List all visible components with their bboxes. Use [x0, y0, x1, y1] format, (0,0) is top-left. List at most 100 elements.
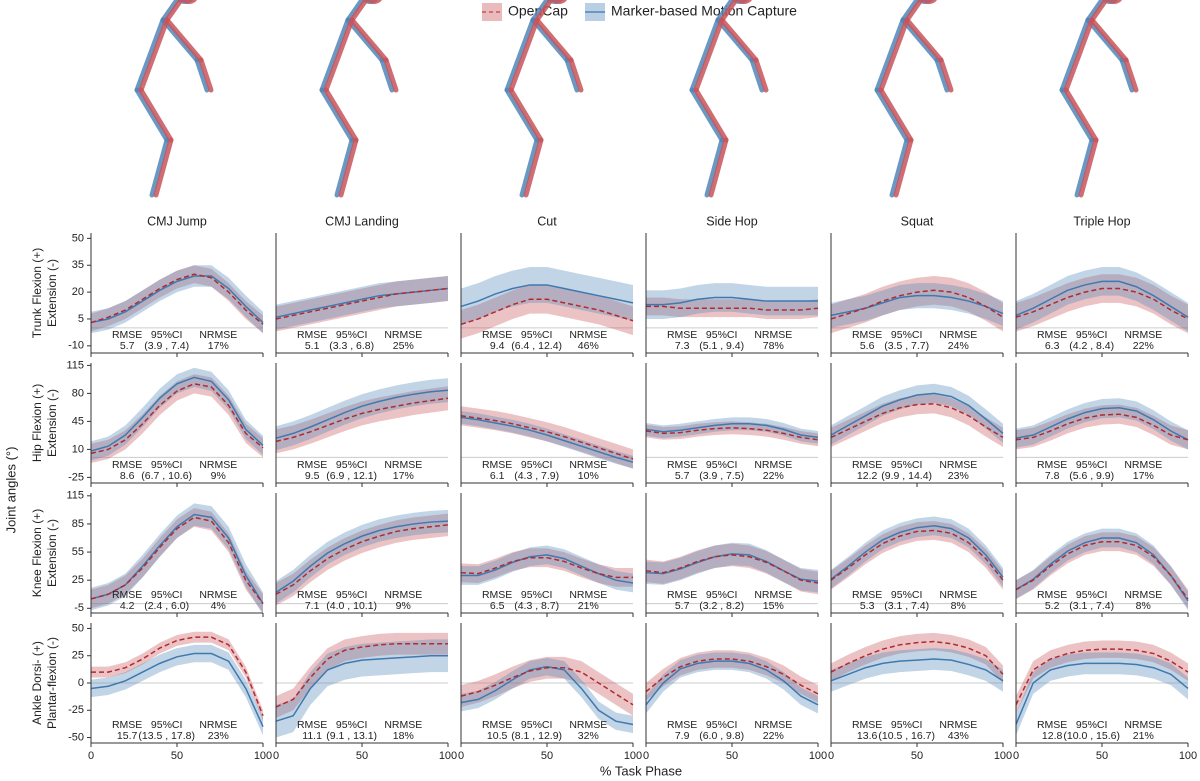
mean-line: [645, 660, 819, 706]
stat-header: RMSE: [482, 459, 512, 471]
mean-line: [90, 652, 264, 727]
skeleton-bone: [504, 87, 540, 143]
skeleton-bone: [874, 87, 910, 143]
skeleton-bone: [1123, 57, 1139, 93]
stat-header: RMSE: [297, 719, 327, 731]
stat-header: NRMSE: [384, 459, 422, 471]
mean-line: [830, 289, 1004, 320]
mean-line: [1015, 541, 1189, 600]
stat-ci: (4.2 , 8.4): [1069, 340, 1114, 352]
skeleton-bone: [1085, 17, 1125, 63]
skeleton-bone: [568, 57, 584, 93]
stat-nrmse: 43%: [948, 730, 969, 742]
skeleton-bone: [904, 0, 924, 23]
skeleton-head: [551, 0, 567, 4]
skeleton-bone: [878, 17, 910, 93]
stat-header: NRMSE: [939, 719, 977, 731]
stat-header: 95%CI: [521, 329, 553, 341]
sd-band: [1016, 398, 1188, 450]
stat-header: RMSE: [112, 329, 142, 341]
skeleton-bone: [749, 57, 765, 93]
stat-rmse: 5.2: [1045, 600, 1060, 612]
y-tick-label: 50: [72, 232, 84, 244]
sd-band: [276, 386, 448, 454]
skeleton-bone: [708, 137, 729, 198]
column-title: Cut: [537, 214, 557, 228]
stat-rmse: 7.8: [1045, 470, 1060, 482]
stat-header: 95%CI: [1076, 719, 1108, 731]
sd-band: [1016, 274, 1188, 334]
stat-nrmse: 15%: [763, 600, 784, 612]
skeleton-bone: [523, 137, 544, 198]
mean-line: [275, 520, 449, 594]
skeleton-bone: [508, 87, 544, 143]
skeleton-bone: [530, 17, 570, 63]
stat-header: 95%CI: [151, 719, 183, 731]
stat-header: NRMSE: [384, 329, 422, 341]
sd-band: [646, 543, 818, 595]
skeleton-bone: [319, 17, 351, 93]
sd-band: [91, 508, 263, 613]
stat-ci: (9.9 , 14.4): [881, 470, 932, 482]
x-tick-label: 50: [1096, 750, 1108, 762]
sd-band: [646, 417, 818, 444]
skeleton-bone: [878, 87, 914, 143]
sd-band: [461, 284, 633, 339]
mean-line: [90, 275, 264, 324]
mean-line: [830, 658, 1004, 682]
stat-header: 95%CI: [891, 329, 923, 341]
stat-header: NRMSE: [569, 459, 607, 471]
skeleton-figure: [138, 0, 214, 198]
x-tick-label: 50: [541, 750, 553, 762]
stat-ci: (5.6 , 9.9): [1069, 470, 1114, 482]
skeleton-head: [1106, 0, 1122, 4]
stat-ci: (3.1 , 7.4): [884, 600, 929, 612]
stat-header: 95%CI: [336, 329, 368, 341]
stat-header: 95%CI: [336, 589, 368, 601]
stat-ci: (4.0 , 10.1): [326, 600, 377, 612]
stat-header: NRMSE: [939, 329, 977, 341]
stat-rmse: 8.6: [120, 470, 135, 482]
skeleton-figure: [693, 0, 769, 198]
row-title: Trunk Flexion (+): [30, 248, 44, 339]
skeleton-bone: [893, 137, 914, 198]
skeleton-figure: [508, 0, 584, 198]
skeleton-bone: [715, 0, 735, 23]
mean-line: [830, 403, 1004, 439]
stat-rmse: 6.3: [1045, 340, 1060, 352]
skeleton-bone: [530, 0, 550, 23]
stat-rmse: 4.2: [120, 600, 135, 612]
row-title: Plantar-flexion (-): [45, 637, 59, 729]
y-tick-label: 25: [72, 574, 84, 586]
stat-header: NRMSE: [754, 459, 792, 471]
mean-line: [460, 665, 634, 726]
column-title: Triple Hop: [1073, 214, 1130, 228]
x-tick-label: 50: [356, 750, 368, 762]
sd-band: [831, 632, 1003, 683]
stat-nrmse: 4%: [211, 600, 226, 612]
stat-nrmse: 32%: [578, 730, 599, 742]
skeleton-bone: [319, 87, 355, 143]
mean-line: [830, 640, 1004, 675]
column-title: CMJ Landing: [325, 214, 399, 228]
stat-nrmse: 9%: [211, 470, 226, 482]
mean-line: [275, 287, 449, 320]
stat-header: NRMSE: [199, 589, 237, 601]
skeleton-bone: [349, 0, 369, 23]
stat-ci: (5.1 , 9.4): [699, 340, 744, 352]
stat-nrmse: 46%: [578, 340, 599, 352]
stat-ci: (13.5 , 17.8): [138, 730, 195, 742]
stat-nrmse: 18%: [393, 730, 414, 742]
mean-line: [460, 666, 634, 706]
skeleton-bone: [874, 17, 906, 93]
stat-header: RMSE: [297, 459, 327, 471]
stat-nrmse: 17%: [208, 340, 229, 352]
skeleton-bone: [900, 0, 920, 23]
stat-ci: (3.9 , 7.5): [699, 470, 744, 482]
stat-header: NRMSE: [754, 589, 792, 601]
row-title: Hip Flexion (+): [30, 384, 44, 462]
skeleton-bone: [519, 137, 540, 198]
stat-nrmse: 78%: [763, 340, 784, 352]
sd-band: [91, 644, 263, 736]
